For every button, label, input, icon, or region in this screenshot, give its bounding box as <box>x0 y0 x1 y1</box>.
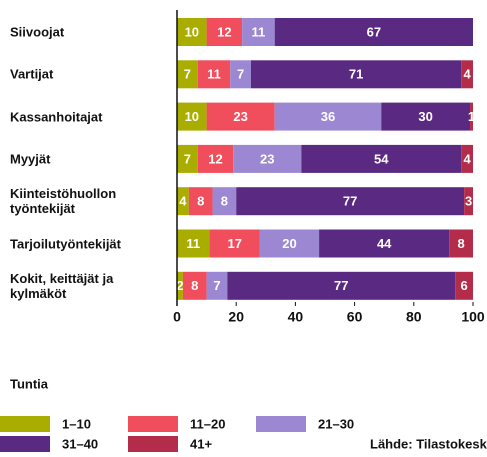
category-label: Tarjoilutyöntekijät <box>10 236 121 251</box>
value-label: 77 <box>343 194 357 209</box>
bar-segment <box>230 60 251 89</box>
value-label: 77 <box>334 278 348 293</box>
bar-segment <box>301 144 462 173</box>
bar-segment <box>197 144 234 173</box>
source: Lähde: Tilastokeskus <box>370 436 487 451</box>
x-tick-label: 80 <box>406 309 422 325</box>
bar-segment <box>251 60 462 89</box>
value-label: 30 <box>418 109 432 124</box>
legend-label: 1–10 <box>62 416 91 431</box>
legend-swatch <box>256 416 306 432</box>
legend-label: 41+ <box>190 436 212 451</box>
legend-swatch <box>0 436 50 452</box>
value-label: 8 <box>191 278 198 293</box>
bar-segment <box>455 271 473 300</box>
bar-segment <box>381 102 471 131</box>
value-label: 11 <box>207 67 221 82</box>
bar-segment <box>177 60 198 89</box>
legend-label: 31–40 <box>62 436 98 451</box>
value-label: 20 <box>282 236 296 251</box>
value-label: 7 <box>213 278 220 293</box>
legend-swatch <box>128 436 178 452</box>
bar-segment <box>212 187 237 216</box>
x-tick-label: 0 <box>173 309 181 325</box>
x-tick-label: 20 <box>228 309 244 325</box>
value-label: 4 <box>463 151 471 166</box>
bar-segment <box>274 18 473 46</box>
bar-segment <box>236 187 465 216</box>
bar-segment <box>188 187 213 216</box>
x-tick-label: 40 <box>288 309 304 325</box>
value-label: 11 <box>252 24 266 39</box>
value-label: 36 <box>321 109 335 124</box>
bar-segment <box>461 144 473 173</box>
bar-segment <box>233 144 302 173</box>
value-label: 17 <box>227 236 241 251</box>
value-label: 12 <box>208 151 222 166</box>
value-label: 67 <box>367 24 381 39</box>
value-label: 12 <box>217 24 231 39</box>
category-label: Kiinteistöhuollon työntekijät <box>10 186 117 217</box>
value-label: 4 <box>179 194 187 209</box>
bar-segment <box>206 18 243 46</box>
legend-label: 11–20 <box>190 416 225 431</box>
value-label: 44 <box>377 236 392 251</box>
bar-segment <box>177 229 210 258</box>
bar-segment <box>242 18 275 46</box>
x-tick-label: 100 <box>461 309 485 325</box>
bar-segment <box>177 187 189 216</box>
bar-segment <box>177 102 207 131</box>
bar-segment <box>464 187 473 216</box>
bar-segment <box>470 102 473 131</box>
bar-segment <box>206 102 275 131</box>
value-label: 23 <box>233 109 247 124</box>
bar-segment <box>209 229 260 258</box>
value-label: 4 <box>463 67 471 82</box>
bar-segment <box>259 229 320 258</box>
value-label: 1 <box>468 109 475 124</box>
category-label: Myyjät <box>10 151 51 167</box>
category-label: Kassanhoitajat <box>10 109 103 125</box>
legend-swatch <box>128 416 178 432</box>
category-label: Kokit, keittäjät ja kylmäköt <box>10 270 114 301</box>
category-label: Siivoojat <box>10 24 65 40</box>
value-label: 71 <box>349 67 363 82</box>
value-label: 10 <box>185 109 199 124</box>
bar-segment <box>197 60 231 89</box>
value-label: 8 <box>458 236 465 251</box>
bar-segment <box>177 271 183 300</box>
bar-segment <box>206 271 228 300</box>
value-label: 10 <box>185 24 199 39</box>
value-label: 11 <box>186 236 200 251</box>
value-label: 3 <box>465 194 472 209</box>
value-label: 2 <box>176 278 183 293</box>
value-label: 7 <box>184 151 191 166</box>
value-label: 6 <box>461 278 468 293</box>
legend-title: Tuntia <box>10 376 49 391</box>
bar-segment <box>274 102 382 131</box>
legend-swatch <box>0 416 50 432</box>
category-label: Vartijat <box>10 66 54 82</box>
bar-segment <box>449 229 473 258</box>
bar-segment <box>319 229 450 258</box>
value-label: 7 <box>237 67 244 82</box>
value-label: 54 <box>374 151 389 166</box>
value-label: 23 <box>260 151 274 166</box>
value-label: 7 <box>184 67 191 82</box>
bar-segment <box>182 271 207 300</box>
value-label: 8 <box>197 194 204 209</box>
bar-segment <box>177 144 198 173</box>
x-tick-label: 60 <box>347 309 363 325</box>
bar-segment <box>227 271 456 300</box>
bar-segment <box>177 18 207 46</box>
bar-segment <box>461 60 473 89</box>
value-label: 8 <box>221 194 228 209</box>
legend-label: 21–30 <box>318 416 354 431</box>
